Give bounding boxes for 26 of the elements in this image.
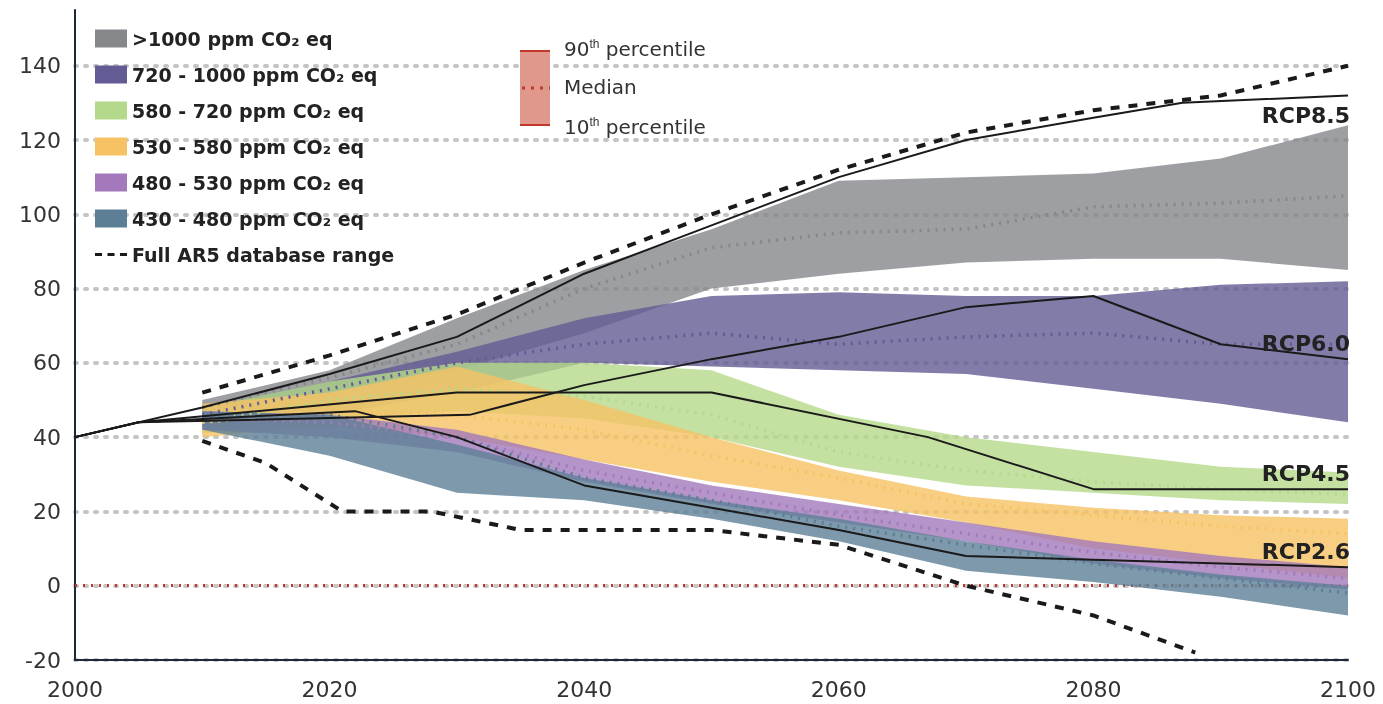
x-tick-label: 2100 xyxy=(1320,676,1376,702)
legend-label: >1000 ppm CO₂ eq xyxy=(132,27,333,50)
legend-label: 530 - 580 ppm CO₂ eq xyxy=(132,135,365,158)
legend-label: 480 - 530 ppm CO₂ eq xyxy=(132,171,365,194)
y-tick-label: 100 xyxy=(19,201,61,227)
x-tick-label: 2000 xyxy=(47,676,103,702)
x-tick-label: 2060 xyxy=(810,676,867,702)
x-tick-label: 2040 xyxy=(556,676,613,702)
y-tick-label: 80 xyxy=(33,276,61,302)
series-label: RCP4.5 xyxy=(1261,460,1350,486)
y-tick-label: 60 xyxy=(33,350,61,376)
annotation: Median xyxy=(564,75,637,99)
series-label: RCP8.5 xyxy=(1261,102,1350,128)
legend-label: 720 - 1000 ppm CO₂ eq xyxy=(132,63,378,86)
y-tick-label: 40 xyxy=(33,424,61,450)
y-tick-label: 0 xyxy=(47,573,61,599)
legend-label: Full AR5 database range xyxy=(132,243,395,266)
legend-label: 430 - 480 ppm CO₂ eq xyxy=(132,207,365,230)
legend-label: 580 - 720 ppm CO₂ eq xyxy=(132,99,365,122)
x-tick-label: 2020 xyxy=(301,676,358,702)
line-series xyxy=(200,438,1198,655)
x-tick-label: 2080 xyxy=(1065,676,1122,702)
y-tick-label: -20 xyxy=(25,647,61,673)
y-tick-label: 20 xyxy=(33,498,61,524)
y-tick-label: 120 xyxy=(19,127,61,153)
y-tick-label: 140 xyxy=(19,53,61,79)
